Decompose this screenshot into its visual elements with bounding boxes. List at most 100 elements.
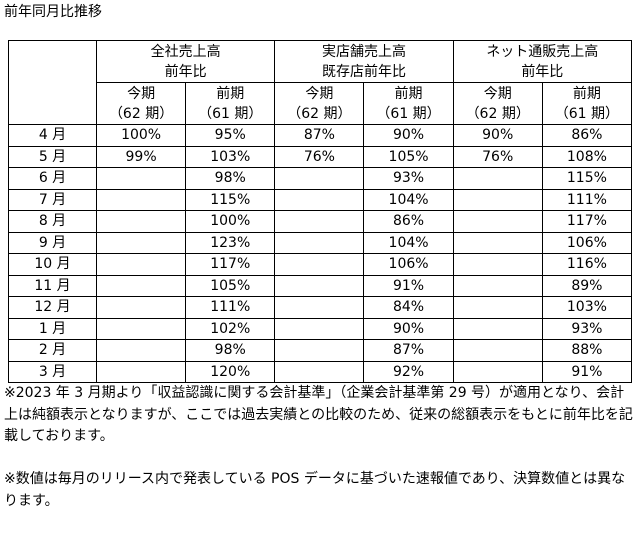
month-cell: 2 月 [8,339,97,362]
header-line: （61 期） [198,105,263,122]
note: ※数値は毎月のリリース内で発表している POS データに基づいた速報値であり、決… [4,471,626,509]
data-row: 3 月 120% 92% 91% [8,360,633,383]
month-cell: 5 月 [8,145,97,168]
subheader: 今期 （62 期） [95,82,187,125]
header-line: 今期 [305,85,334,102]
data-row: 5 月 99% 103% 76% 105% 76% 108% [8,145,633,168]
value-cell: 95% [185,124,276,147]
value-cell [274,296,365,319]
value-cell [452,296,543,319]
month-cell: 6 月 [8,167,97,190]
value-cell: 86% [541,124,633,147]
value-cell: 103% [541,296,633,319]
value-cell [452,231,543,254]
value-cell [95,188,187,211]
month-cell: 7 月 [8,188,97,211]
value-cell: 98% [185,339,276,362]
value-cell: 87% [274,124,365,147]
comparison-table: 全社売上高 前年比 実店舗売上高 既存店前年比 ネット通販売上高 前年比 今期 （62 期）前… [8,40,633,383]
value-cell: 105% [185,274,276,297]
value-cell [452,210,543,233]
subheader: 前期 （61 期） [541,82,633,125]
value-cell: 91% [541,360,633,383]
month-cell: 11 月 [8,274,97,297]
value-cell: 111% [185,296,276,319]
data-row: 1 月 102% 90% 93% [8,317,633,340]
value-cell: 88% [541,339,633,362]
month-cell: 8 月 [8,210,97,233]
subheader: 今期 （62 期） [274,82,365,125]
value-cell: 115% [185,188,276,211]
value-cell: 90% [452,124,543,147]
value-cell [452,188,543,211]
subheader: 今期 （62 期） [452,82,543,125]
value-cell [274,167,365,190]
group-header: 実店舗売上高 既存店前年比 [274,40,454,83]
data-row: 8 月 100% 86% 117% [8,210,633,233]
data-row: 11 月 105% 91% 89% [8,274,633,297]
value-cell: 100% [95,124,187,147]
value-cell: 76% [452,145,543,168]
header-line: 今期 [127,85,156,102]
value-cell: 98% [185,167,276,190]
subheader-row: 今期 （62 期） 前期 （61 期） 今期 （62 期） 前期 （61 期） 今期 （62 期）… [9,82,633,125]
value-cell [274,274,365,297]
value-cell: 90% [363,124,454,147]
data-row: 6 月 98% 93% 115% [8,167,633,190]
value-cell: 103% [185,145,276,168]
value-cell: 104% [363,188,454,211]
value-cell: 89% [541,274,633,297]
value-cell: 105% [363,145,454,168]
value-cell: 90% [363,317,454,340]
value-cell [95,360,187,383]
notes: ※2023 年 3 月期より「収益認識に関する会計基準」（企業会計基準第 29 … [4,383,634,534]
page: 前年同月比推移 全社売上高 前年比 実店舗売上高 既存店前年比 ネット通販売上高 前年比今… [4,4,633,509]
corner-cell [8,40,97,125]
header-line: 前年比 [521,63,564,80]
value-cell [452,317,543,340]
header-line: ネット通販売上高 [486,43,599,60]
data-row: 7 月 115% 104% 111% [8,188,633,211]
subheader: 前期 （61 期） [363,82,454,125]
value-cell: 104% [363,231,454,254]
value-cell: 76% [274,145,365,168]
month-cell: 1 月 [8,317,97,340]
value-cell: 92% [363,360,454,383]
value-cell [95,317,187,340]
group-header: ネット通販売上高 前年比 [452,40,633,83]
value-cell [95,296,187,319]
value-cell: 84% [363,296,454,319]
value-cell [452,274,543,297]
value-cell: 116% [541,253,633,276]
value-cell: 99% [95,145,187,168]
value-cell: 102% [185,317,276,340]
header-line: 前期 [572,85,601,102]
data-row: 2 月 98% 87% 88% [8,339,633,362]
subheader: 前期 （61 期） [185,82,276,125]
data-row: 12 月 111% 84% 103% [8,296,633,319]
value-cell: 87% [363,339,454,362]
value-cell [274,253,365,276]
month-cell: 12 月 [8,296,97,319]
header-line: （62 期） [465,105,530,122]
value-cell: 117% [541,210,633,233]
value-cell [274,360,365,383]
note: ※2023 年 3 月期より「収益認識に関する会計基準」（企業会計基準第 29 … [4,385,633,444]
month-cell: 3 月 [8,360,97,383]
value-cell: 106% [541,231,633,254]
group-header: 全社売上高 前年比 [95,40,276,83]
header-line: 既存店前年比 [321,63,406,80]
value-cell: 120% [185,360,276,383]
month-cell: 9 月 [8,231,97,254]
data-row: 4 月 100% 95% 87% 90% 90% 86% [8,124,633,147]
value-cell: 100% [185,210,276,233]
value-cell: 108% [541,145,633,168]
value-cell: 106% [363,253,454,276]
value-cell [452,360,543,383]
value-cell [274,317,365,340]
value-cell [452,253,543,276]
value-cell: 93% [363,167,454,190]
value-cell [274,339,365,362]
header-line: 前年比 [164,63,207,80]
value-cell [95,274,187,297]
